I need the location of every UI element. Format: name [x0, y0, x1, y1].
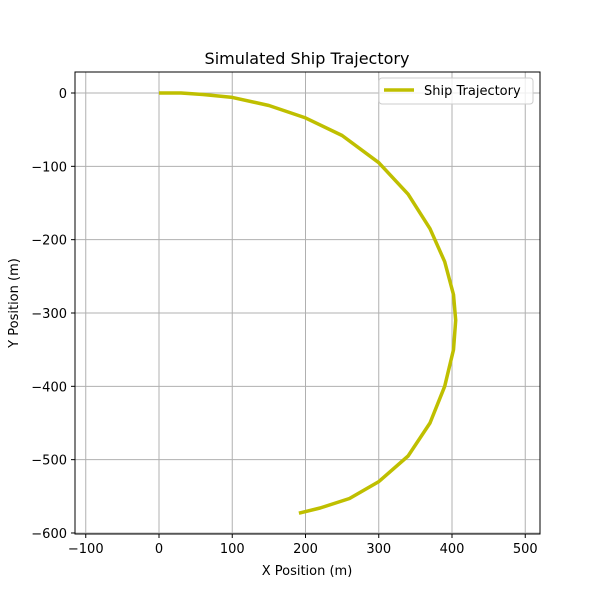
x-axis-ticks: −100 0 100 200 300 400 500: [68, 534, 538, 557]
legend-label: Ship Trajectory: [424, 84, 521, 99]
y-tick-label: 0: [59, 87, 67, 102]
trajectory-line: [159, 91, 458, 515]
y-tick-label: −400: [31, 380, 67, 395]
legend-box: [378, 77, 534, 105]
grid: [75, 72, 540, 534]
x-axis-label: X Position (m): [262, 564, 353, 579]
y-axis-label: Y Position (m): [7, 258, 22, 349]
y-tick-label: −600: [31, 527, 67, 542]
y-tick-label: −300: [31, 307, 67, 322]
legend: Ship Trajectory: [378, 77, 534, 105]
x-tick-label: 0: [155, 542, 163, 557]
y-tick-label: −200: [31, 234, 67, 249]
x-tick-label: 400: [440, 542, 465, 557]
x-tick-label: −100: [68, 542, 104, 557]
x-tick-label: 300: [366, 542, 391, 557]
x-tick-label: 100: [220, 542, 245, 557]
x-tick-label: 200: [293, 542, 318, 557]
plot-frame: [74, 71, 541, 535]
x-tick-label: 500: [513, 542, 538, 557]
y-tick-label: −100: [31, 160, 67, 175]
y-axis-ticks: 0 −100 −200 −300 −400 −500 −600: [31, 87, 75, 542]
y-tick-label: −500: [31, 454, 67, 469]
chart-title: Simulated Ship Trajectory: [205, 49, 410, 68]
